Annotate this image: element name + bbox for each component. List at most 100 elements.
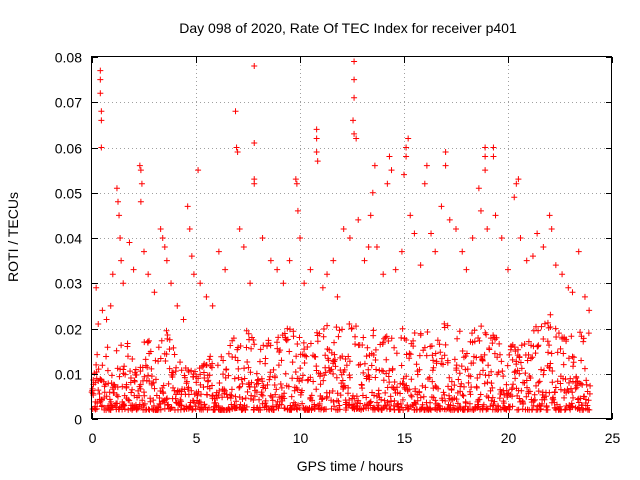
data-point — [544, 319, 551, 326]
data-point — [386, 379, 393, 386]
data-point — [197, 399, 204, 406]
data-point — [451, 356, 458, 363]
data-point — [538, 366, 545, 373]
data-point — [483, 331, 490, 338]
data-point — [169, 371, 176, 378]
data-point — [355, 216, 362, 223]
data-point — [424, 328, 431, 335]
data-point — [236, 225, 243, 232]
data-point — [145, 271, 152, 278]
data-point — [489, 340, 496, 347]
data-point — [488, 368, 495, 375]
data-point — [336, 327, 343, 334]
data-point — [561, 406, 568, 413]
data-point — [346, 235, 353, 241]
data-point — [278, 384, 285, 391]
data-point — [539, 400, 546, 407]
data-point — [541, 396, 548, 403]
data-point — [250, 397, 257, 404]
data-point — [228, 392, 235, 399]
data-point — [339, 353, 346, 360]
data-point — [427, 399, 434, 406]
data-point — [274, 339, 281, 346]
data-point — [373, 244, 380, 251]
data-point — [360, 406, 367, 413]
data-point — [509, 403, 516, 410]
data-point — [398, 248, 405, 255]
data-point — [521, 341, 528, 348]
data-point — [545, 349, 552, 356]
data-point — [491, 350, 498, 357]
data-point — [157, 225, 164, 232]
data-point — [94, 400, 101, 407]
data-point — [520, 401, 527, 408]
data-point — [339, 377, 346, 384]
data-point — [581, 393, 588, 400]
data-point — [483, 406, 490, 413]
data-point — [159, 385, 166, 392]
data-point — [284, 336, 291, 343]
data-point — [301, 352, 308, 359]
data-point — [127, 379, 134, 386]
data-point — [267, 373, 274, 380]
data-point — [156, 395, 163, 402]
data-point — [563, 338, 570, 345]
data-point — [448, 378, 455, 385]
data-point — [104, 344, 111, 351]
data-point — [173, 391, 180, 398]
data-point — [201, 401, 208, 408]
data-points — [88, 58, 594, 413]
data-point — [293, 405, 300, 412]
data-point — [304, 377, 311, 384]
data-point — [359, 385, 366, 392]
data-point — [432, 350, 439, 357]
data-point — [411, 230, 418, 237]
data-point — [546, 212, 553, 219]
data-point — [311, 404, 318, 411]
data-point — [551, 388, 558, 395]
data-point — [333, 324, 340, 331]
data-point — [109, 271, 116, 278]
data-point — [581, 365, 588, 372]
data-point — [365, 244, 372, 251]
data-point — [421, 180, 428, 187]
data-point — [417, 332, 424, 339]
data-point — [553, 333, 560, 340]
data-point — [313, 386, 320, 393]
data-point — [307, 374, 314, 381]
data-point — [215, 392, 222, 399]
data-point — [173, 364, 180, 371]
data-point — [317, 381, 324, 388]
data-point — [533, 382, 540, 389]
data-point — [304, 344, 311, 350]
data-point — [397, 390, 404, 397]
data-point — [372, 356, 379, 363]
data-point — [391, 397, 398, 404]
data-point — [186, 225, 193, 232]
data-point — [99, 402, 106, 409]
data-point — [332, 363, 339, 370]
data-point — [532, 350, 539, 357]
data-point — [327, 367, 334, 374]
data-point — [406, 386, 413, 393]
data-point — [353, 393, 360, 400]
data-point — [407, 351, 414, 358]
data-point — [561, 394, 568, 401]
data-point — [378, 367, 385, 374]
data-point — [502, 405, 509, 412]
data-point — [190, 271, 197, 278]
data-point — [137, 385, 144, 392]
y-tick-label: 0.02 — [55, 322, 82, 338]
data-point — [129, 356, 136, 363]
data-point — [346, 397, 353, 404]
data-point — [122, 371, 129, 378]
data-point — [201, 375, 208, 382]
data-point — [170, 344, 177, 351]
data-point — [147, 348, 154, 355]
data-point — [324, 322, 331, 329]
data-point — [216, 379, 223, 386]
data-point — [519, 398, 526, 405]
data-point — [577, 329, 584, 336]
data-point — [529, 354, 536, 361]
data-point — [299, 372, 306, 379]
